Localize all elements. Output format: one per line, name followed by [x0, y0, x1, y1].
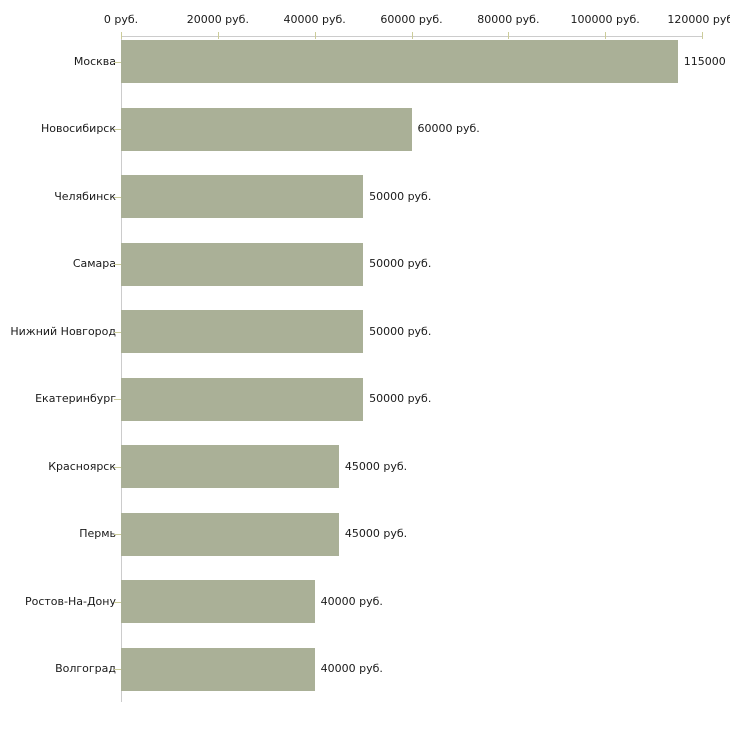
x-tick-mark — [411, 32, 413, 39]
category-label: Ростов-На-Дону — [24, 594, 116, 608]
value-label: 60000 руб. — [417, 122, 480, 135]
value-label: 50000 руб. — [369, 257, 432, 270]
x-tick-mark — [217, 32, 219, 39]
value-label: 40000 руб. — [320, 662, 383, 675]
x-tick-label: 40000 руб. — [283, 13, 346, 26]
x-tick-mark — [508, 32, 510, 39]
category-tick-mark — [114, 331, 121, 333]
category-label: Красноярск — [48, 459, 116, 473]
category-label: Екатеринбург — [35, 392, 116, 405]
value-label: 50000 руб. — [369, 392, 432, 405]
chart-bar — [121, 580, 315, 623]
category-tick-mark — [114, 196, 121, 198]
chart-bar — [121, 377, 364, 421]
category-label: Новосибирск — [40, 122, 116, 135]
category-tick-mark — [114, 399, 121, 400]
chart-bar — [121, 310, 364, 353]
category-tick-mark — [114, 61, 121, 63]
x-tick-mark — [605, 32, 607, 39]
category-tick-mark — [114, 601, 121, 603]
category-tick-mark — [114, 264, 121, 265]
category-tick-mark — [114, 129, 121, 130]
chart-bar — [121, 40, 678, 83]
y-axis-line — [121, 36, 122, 702]
value-label: 50000 руб. — [369, 324, 432, 338]
x-tick-mark — [121, 32, 122, 39]
chart-bar — [121, 512, 339, 556]
chart-bar — [121, 175, 364, 218]
x-tick-label: 0 руб. — [103, 13, 139, 26]
category-label: Пермь — [79, 527, 116, 540]
category-label: Волгоград — [55, 662, 116, 675]
x-tick-label: 120000 руб. — [667, 13, 730, 26]
chart-bar — [121, 242, 364, 286]
category-label: Нижний Новгород — [10, 324, 116, 338]
chart-bar — [121, 647, 315, 691]
chart-bar — [121, 107, 412, 151]
x-tick-label: 100000 руб. — [570, 13, 640, 26]
category-tick-mark — [114, 466, 121, 468]
category-label: Челябинск — [54, 189, 116, 203]
category-tick-mark — [114, 669, 121, 670]
value-label: 40000 руб. — [320, 594, 383, 608]
value-label: 45000 руб. — [344, 527, 408, 540]
x-tick-label: 80000 руб. — [477, 13, 540, 26]
category-tick-mark — [114, 534, 121, 535]
x-tick-mark — [314, 32, 316, 39]
category-label: Самара — [72, 257, 116, 270]
value-label: 50000 руб. — [369, 189, 432, 203]
x-tick-label: 20000 руб. — [186, 13, 249, 26]
chart-bar — [121, 445, 339, 488]
value-label: 115000 руб. — [683, 54, 730, 68]
category-label: Москва — [73, 54, 116, 68]
value-label: 45000 руб. — [344, 459, 408, 473]
x-tick-label: 60000 руб. — [380, 13, 443, 26]
x-tick-mark — [702, 32, 703, 39]
